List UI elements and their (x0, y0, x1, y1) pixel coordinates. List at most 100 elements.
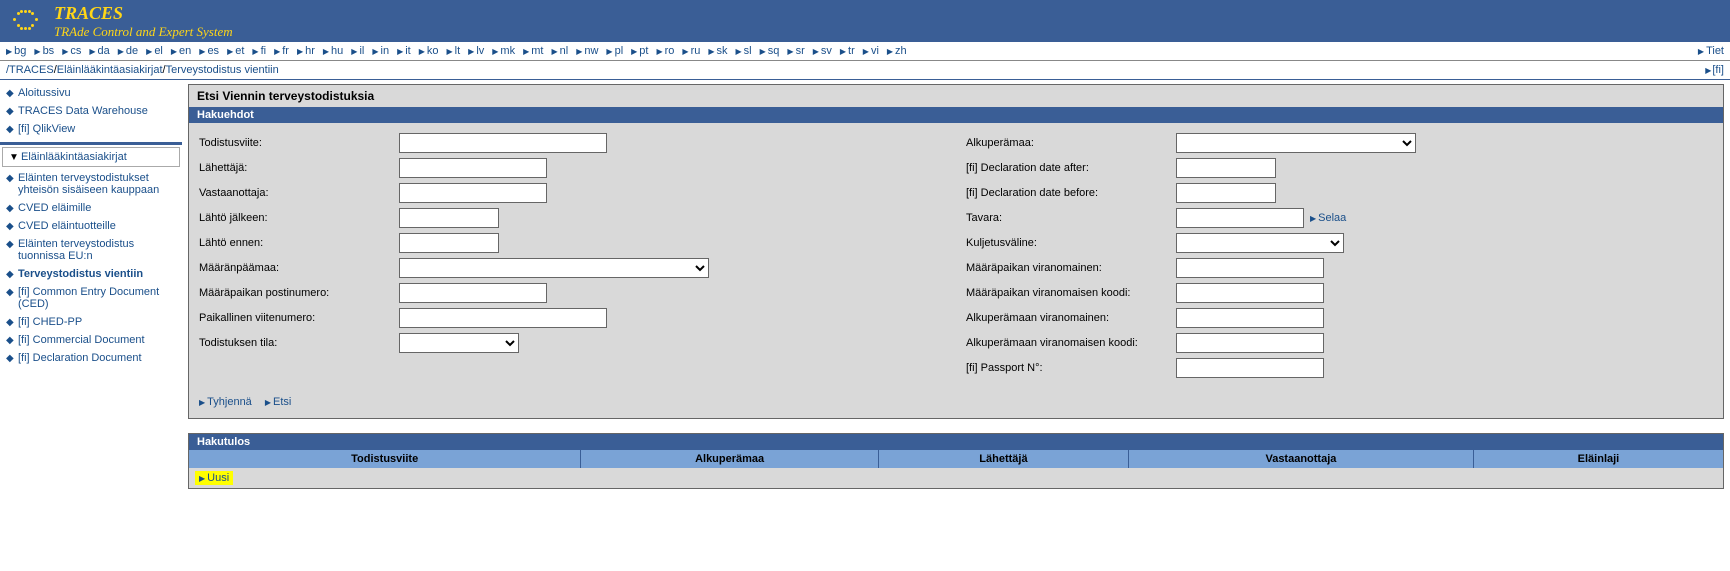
sidebar-item[interactable]: ◆[fi] Common Entry Document (CED) (0, 283, 182, 313)
lang-sq[interactable]: sq (760, 45, 780, 57)
input-lahto-jalkeen[interactable] (399, 208, 499, 228)
sidebar-section-label[interactable]: Eläinlääkintäasiakirjat (21, 151, 127, 163)
sidebar-item-label[interactable]: CVED eläimille (18, 202, 91, 214)
lang-ko[interactable]: ko (419, 45, 439, 57)
col-alkuperamaa[interactable]: Alkuperämaa (581, 450, 879, 468)
lang-da[interactable]: da (89, 45, 109, 57)
input-tavara[interactable] (1176, 208, 1304, 228)
lang-es[interactable]: es (199, 45, 219, 57)
lang-nl[interactable]: nl (551, 45, 568, 57)
input-lahettaja[interactable] (399, 158, 547, 178)
lang-lv[interactable]: lv (468, 45, 484, 57)
sidebar-item-label[interactable]: Eläinten terveystodistus tuonnissa EU:n (18, 238, 176, 262)
sidebar-section-vet-docs[interactable]: ▼Eläinlääkintäasiakirjat (2, 147, 180, 167)
lang-sr[interactable]: sr (787, 45, 804, 57)
lang-nw[interactable]: nw (576, 45, 598, 57)
sidebar-item[interactable]: ◆CVED eläintuotteille (0, 217, 182, 235)
lang-de[interactable]: de (118, 45, 138, 57)
input-alkuperamaan-viranomaisen-koodi[interactable] (1176, 333, 1324, 353)
lang-in[interactable]: in (372, 45, 389, 57)
action-tyhjenna[interactable]: Tyhjennä (199, 396, 252, 408)
lang-mt[interactable]: mt (523, 45, 543, 57)
col-todistusviite[interactable]: Todistusviite (189, 450, 581, 468)
input-decl-before[interactable] (1176, 183, 1276, 203)
lbl-lahto-jalkeen: Lähtö jälkeen: (199, 212, 399, 224)
lang-lt[interactable]: lt (447, 45, 461, 57)
select-todistuksen-tila[interactable] (399, 333, 519, 353)
sidebar-item-label[interactable]: [fi] Declaration Document (18, 352, 142, 364)
app-title: TRACES (54, 3, 233, 24)
sidebar-item-label[interactable]: TRACES Data Warehouse (18, 105, 148, 117)
input-todistusviite[interactable] (399, 133, 607, 153)
lang-sk[interactable]: sk (708, 45, 727, 57)
col-lahettaja[interactable]: Lähettäjä (879, 450, 1129, 468)
lang-en[interactable]: en (171, 45, 191, 57)
sidebar-item[interactable]: ◆Aloitussivu (0, 84, 182, 102)
sidebar-item[interactable]: ◆Eläinten terveystodistus tuonnissa EU:n (0, 235, 182, 265)
lang-il[interactable]: il (351, 45, 364, 57)
input-passport[interactable] (1176, 358, 1324, 378)
sidebar-item[interactable]: ◆[fi] QlikView (0, 120, 182, 138)
lang-el[interactable]: el (146, 45, 163, 57)
lang-vi[interactable]: vi (863, 45, 879, 57)
lang-ru[interactable]: ru (682, 45, 700, 57)
lang-pl[interactable]: pl (606, 45, 623, 57)
lang-pt[interactable]: pt (631, 45, 648, 57)
sidebar-item[interactable]: ◆[fi] Declaration Document (0, 349, 182, 367)
lang-ro[interactable]: ro (656, 45, 674, 57)
link-selaa[interactable]: Selaa (1310, 212, 1346, 224)
sidebar-item-label[interactable]: Terveystodistus vientiin (18, 268, 143, 280)
lang-it[interactable]: it (397, 45, 411, 57)
crumb-part2[interactable]: Terveystodistus vientiin (166, 64, 279, 76)
lang-bg[interactable]: bg (6, 45, 26, 57)
sidebar-item-label[interactable]: [fi] CHED-PP (18, 316, 82, 328)
sidebar-item[interactable]: ◆TRACES Data Warehouse (0, 102, 182, 120)
sidebar-item-label[interactable]: CVED eläintuotteille (18, 220, 116, 232)
select-kuljetusvaline[interactable] (1176, 233, 1344, 253)
input-decl-after[interactable] (1176, 158, 1276, 178)
sidebar-item-label[interactable]: [fi] QlikView (18, 123, 75, 135)
input-maarapaikan-viranomaisen-koodi[interactable] (1176, 283, 1324, 303)
sidebar-item[interactable]: ◆[fi] CHED-PP (0, 313, 182, 331)
lang-mk[interactable]: mk (492, 45, 515, 57)
crumb-lang[interactable]: [fi] (1705, 64, 1724, 76)
input-vastaanottaja[interactable] (399, 183, 547, 203)
input-maarapaikan-postinumero[interactable] (399, 283, 547, 303)
lang-fr[interactable]: fr (274, 45, 289, 57)
col-elainlaji[interactable]: Eläinlaji (1474, 450, 1723, 468)
info-link[interactable]: Tiet (1698, 45, 1724, 57)
lang-cs[interactable]: cs (62, 45, 81, 57)
sidebar-item-label[interactable]: [fi] Commercial Document (18, 334, 145, 346)
lang-tr[interactable]: tr (840, 45, 855, 57)
lbl-maarapaikan-postinumero: Määräpaikan postinumero: (199, 287, 399, 299)
lang-fi[interactable]: fi (252, 45, 266, 57)
sidebar-item[interactable]: ◆Terveystodistus vientiin (0, 265, 182, 283)
sidebar-item[interactable]: ◆CVED eläimille (0, 199, 182, 217)
lbl-vastaanottaja: Vastaanottaja: (199, 187, 399, 199)
lang-sv[interactable]: sv (813, 45, 832, 57)
sidebar-item[interactable]: ◆Eläinten terveystodistukset yhteisön si… (0, 169, 182, 199)
lang-bs[interactable]: bs (34, 45, 54, 57)
action-uusi[interactable]: Uusi (195, 471, 233, 485)
input-alkuperamaan-viranomainen[interactable] (1176, 308, 1324, 328)
crumb-root[interactable]: /TRACES (6, 64, 54, 76)
lang-hr[interactable]: hr (297, 45, 315, 57)
sidebar-item-label[interactable]: Eläinten terveystodistukset yhteisön sis… (18, 172, 176, 196)
input-maarapaikan-viranomainen[interactable] (1176, 258, 1324, 278)
lang-et[interactable]: et (227, 45, 244, 57)
input-paikallinen-viitenumero[interactable] (399, 308, 607, 328)
select-maaranpaamaa[interactable] (399, 258, 709, 278)
lang-sl[interactable]: sl (736, 45, 752, 57)
col-vastaanottaja[interactable]: Vastaanottaja (1129, 450, 1474, 468)
search-criteria-band: Hakuehdot (189, 107, 1723, 123)
sidebar-item-label[interactable]: Aloitussivu (18, 87, 71, 99)
sidebar-item[interactable]: ◆[fi] Commercial Document (0, 331, 182, 349)
crumb-part1[interactable]: Eläinlääkintäasiakirjat (57, 64, 163, 76)
results-pane: Hakutulos Todistusviite Alkuperämaa Lähe… (188, 433, 1724, 489)
action-etsi[interactable]: Etsi (265, 396, 292, 408)
lang-zh[interactable]: zh (887, 45, 907, 57)
sidebar-item-label[interactable]: [fi] Common Entry Document (CED) (18, 286, 176, 310)
lang-hu[interactable]: hu (323, 45, 343, 57)
select-alkuperamaa[interactable] (1176, 133, 1416, 153)
input-lahto-ennen[interactable] (399, 233, 499, 253)
